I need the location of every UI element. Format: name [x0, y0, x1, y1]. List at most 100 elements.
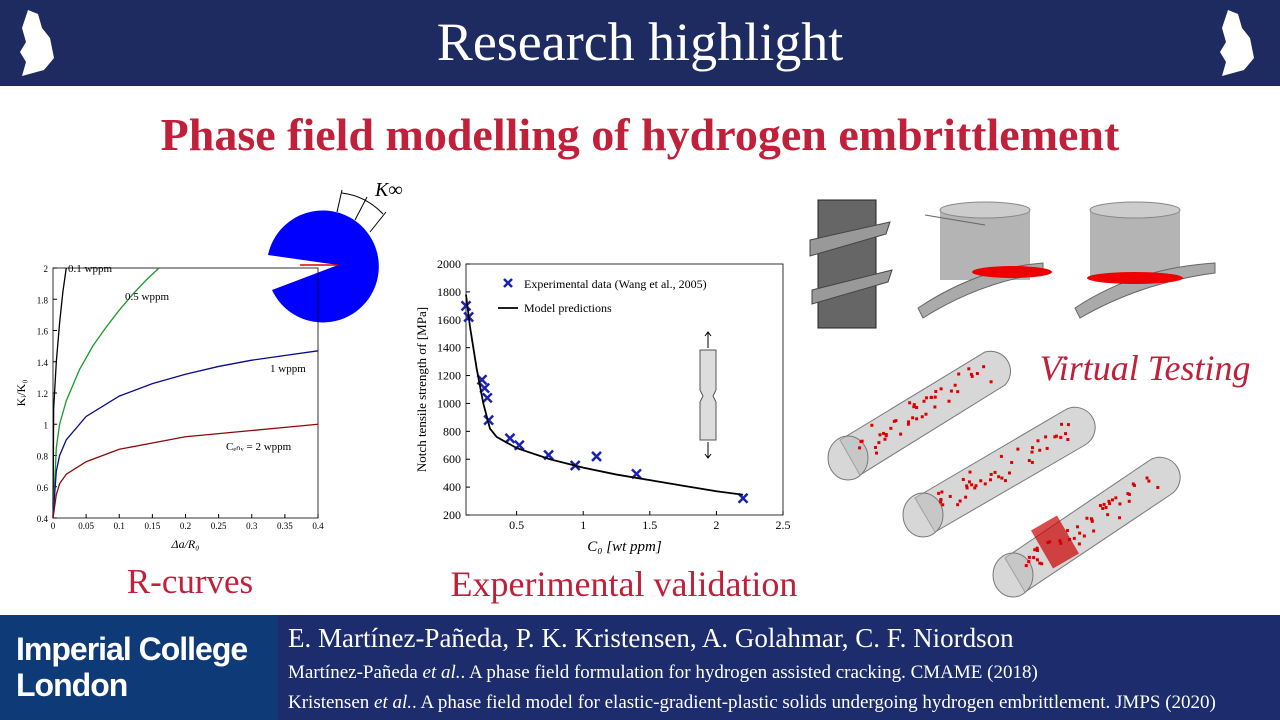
damage-dot	[947, 399, 951, 403]
damage-dot	[1053, 435, 1057, 439]
damage-dot	[967, 480, 971, 484]
damage-dot	[949, 389, 953, 393]
damage-dot	[915, 417, 919, 421]
y-axis-label: Kᵢ/K₀	[14, 380, 28, 407]
x-tick-label: 0.4	[312, 521, 324, 531]
ref-rest: . A phase field formulation for hydrogen…	[461, 662, 1038, 683]
damage-dot	[979, 479, 983, 483]
y-tick-label: 1	[44, 420, 49, 430]
y-tick-label: 400	[443, 480, 461, 494]
damage-dot	[1104, 505, 1108, 509]
authors: E. Martínez-Pañeda, P. K. Kristensen, A.…	[288, 623, 1014, 653]
damage-dot	[939, 500, 943, 504]
damage-dot	[1118, 502, 1122, 506]
damage-dot	[1072, 536, 1076, 540]
damage-dot	[883, 437, 887, 441]
x-tick-label: 0.1	[114, 521, 125, 531]
data-point	[591, 451, 602, 462]
y-tick-label: 1.6	[37, 327, 49, 337]
damage-dot	[1059, 435, 1063, 439]
x-tick-label: 2	[713, 518, 719, 532]
damage-dot	[1126, 492, 1130, 496]
x-tick-label: 0.05	[78, 521, 94, 531]
damage-dot	[956, 503, 960, 507]
damage-dot	[1077, 542, 1081, 546]
ref-etal: et al.	[423, 662, 461, 683]
damage-dot	[860, 439, 864, 443]
damage-dot	[894, 419, 898, 423]
series-line	[52, 350, 319, 519]
x-tick-label: 0.25	[211, 521, 227, 531]
series-label: 0.5 wppm	[125, 291, 169, 303]
damage-dot	[957, 372, 961, 376]
damage-dot	[1110, 498, 1114, 502]
x-axis-label: Δa/R₀	[171, 537, 200, 551]
damage-dot	[920, 415, 924, 419]
damage-dot	[939, 387, 943, 391]
damage-dot	[899, 432, 903, 436]
damage-dot	[1114, 496, 1118, 500]
series-label: 0.1 wppm	[68, 263, 112, 275]
x-tick-label: 0.2	[180, 521, 191, 531]
damage-dot	[929, 396, 933, 400]
plot-frame	[465, 263, 784, 516]
x-axis-label: C₀ [wt ppm]	[587, 539, 662, 555]
damage-dot	[1032, 556, 1036, 560]
damage-dot	[915, 406, 919, 410]
damage-dot	[908, 401, 912, 405]
specimen-arrows	[704, 331, 712, 459]
damage-dot	[911, 416, 915, 420]
damage-dot	[1089, 517, 1093, 521]
y-tick-label: 1000	[437, 396, 461, 410]
damage-dot	[912, 405, 916, 409]
damage-dot	[993, 470, 997, 474]
x-tick-label: 0.5	[509, 518, 524, 532]
damage-dot	[969, 372, 973, 376]
damage-dot	[948, 494, 952, 498]
x-tick-label: 0.15	[145, 521, 161, 531]
damage-dot	[956, 390, 960, 394]
logo-line: Imperial College	[16, 631, 247, 667]
uk-map-icon	[20, 10, 54, 76]
damage-dot	[974, 484, 978, 488]
damage-dot	[989, 472, 993, 476]
x-tick-label: 0	[51, 521, 56, 531]
damage-dot	[870, 423, 874, 427]
x-tick-label: 1.5	[642, 518, 657, 532]
data-point	[504, 432, 516, 444]
damage-dot	[1101, 506, 1105, 510]
damage-dot	[1066, 438, 1070, 442]
damage-dot	[1000, 476, 1004, 480]
damage-dot	[1045, 446, 1049, 450]
damage-dot	[1127, 499, 1131, 503]
damage-dot	[1066, 529, 1070, 533]
damage-dot	[1118, 516, 1122, 520]
damage-dot	[1016, 447, 1020, 451]
damage-dot	[1102, 502, 1106, 506]
damage-dot	[1027, 555, 1031, 559]
header-bar	[0, 0, 1280, 86]
y-tick-label: 1.4	[37, 358, 49, 368]
damage-dot	[988, 478, 992, 482]
damage-dot	[933, 395, 937, 399]
y-tick-label: 200	[443, 508, 461, 522]
damage-dot	[1082, 534, 1086, 538]
ref-author: Kristensen	[288, 692, 370, 713]
y-tick-label: 1200	[437, 369, 461, 383]
load-arrows	[336, 189, 387, 233]
damage-dot	[965, 486, 969, 490]
damage-dot	[1145, 476, 1149, 480]
legend-label: Experimental data (Wang et al., 2005)	[524, 277, 707, 291]
damage-dot	[973, 486, 977, 490]
damage-dot	[975, 372, 979, 376]
damage-dot	[877, 441, 881, 445]
y-tick-label: 2000	[437, 257, 461, 271]
damage-dot	[1066, 423, 1070, 427]
series-label: 1 wppm	[270, 363, 306, 375]
damage-dot	[1027, 560, 1031, 564]
y-tick-label: 0.4	[37, 514, 49, 524]
damage-dot	[1060, 422, 1064, 426]
damage-dot	[1085, 516, 1089, 520]
damage-dot	[1064, 432, 1068, 436]
